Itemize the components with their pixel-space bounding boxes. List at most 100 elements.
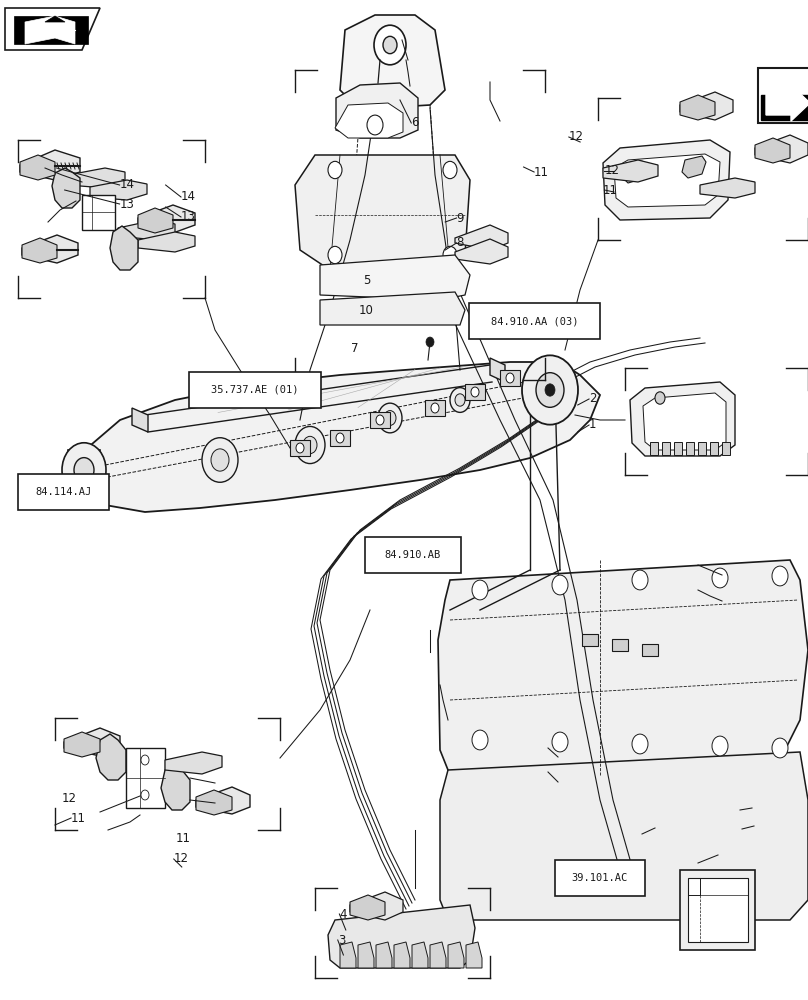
Text: 5: 5 bbox=[363, 273, 370, 286]
Text: 14: 14 bbox=[120, 178, 135, 192]
Polygon shape bbox=[376, 942, 392, 968]
Polygon shape bbox=[330, 430, 350, 446]
Circle shape bbox=[376, 415, 384, 425]
Text: 6: 6 bbox=[411, 116, 419, 129]
Text: 12: 12 bbox=[61, 792, 77, 806]
Polygon shape bbox=[710, 442, 718, 455]
Circle shape bbox=[295, 426, 325, 464]
Polygon shape bbox=[643, 393, 726, 450]
Circle shape bbox=[522, 355, 578, 425]
Polygon shape bbox=[394, 942, 410, 968]
Polygon shape bbox=[196, 790, 232, 815]
Circle shape bbox=[202, 438, 238, 482]
Polygon shape bbox=[686, 442, 694, 455]
Polygon shape bbox=[25, 16, 75, 44]
Polygon shape bbox=[132, 408, 148, 432]
Polygon shape bbox=[350, 892, 403, 920]
Text: 13: 13 bbox=[120, 198, 134, 211]
Polygon shape bbox=[662, 442, 670, 455]
Polygon shape bbox=[138, 208, 173, 233]
Text: 3: 3 bbox=[338, 934, 345, 946]
Polygon shape bbox=[320, 255, 470, 300]
Polygon shape bbox=[336, 83, 418, 138]
Polygon shape bbox=[465, 384, 485, 400]
Circle shape bbox=[472, 580, 488, 600]
Polygon shape bbox=[138, 232, 195, 252]
Polygon shape bbox=[52, 168, 80, 208]
Circle shape bbox=[472, 730, 488, 750]
Text: 12: 12 bbox=[604, 164, 620, 178]
FancyBboxPatch shape bbox=[365, 537, 461, 573]
Polygon shape bbox=[412, 942, 428, 968]
Circle shape bbox=[62, 443, 106, 497]
Text: 4: 4 bbox=[339, 908, 347, 920]
Polygon shape bbox=[165, 752, 222, 774]
Polygon shape bbox=[612, 639, 628, 651]
Polygon shape bbox=[340, 942, 356, 968]
Polygon shape bbox=[455, 225, 508, 250]
Polygon shape bbox=[64, 728, 120, 756]
Circle shape bbox=[378, 403, 402, 433]
Circle shape bbox=[211, 449, 229, 471]
Polygon shape bbox=[622, 161, 646, 183]
Polygon shape bbox=[425, 400, 445, 416]
Polygon shape bbox=[64, 732, 100, 757]
Circle shape bbox=[536, 373, 564, 407]
Circle shape bbox=[367, 115, 383, 135]
Text: 7: 7 bbox=[351, 342, 359, 355]
Polygon shape bbox=[500, 370, 520, 386]
Text: 10: 10 bbox=[359, 304, 373, 316]
Polygon shape bbox=[438, 560, 808, 775]
Polygon shape bbox=[295, 155, 470, 270]
Polygon shape bbox=[68, 450, 100, 490]
Polygon shape bbox=[761, 95, 808, 120]
Text: 12: 12 bbox=[174, 852, 189, 865]
Polygon shape bbox=[350, 895, 385, 920]
Polygon shape bbox=[582, 634, 598, 646]
Circle shape bbox=[443, 246, 457, 264]
Text: 8: 8 bbox=[457, 236, 464, 249]
Text: 11: 11 bbox=[603, 184, 618, 196]
Polygon shape bbox=[126, 748, 165, 808]
Circle shape bbox=[74, 458, 94, 482]
Polygon shape bbox=[448, 942, 464, 968]
Circle shape bbox=[328, 161, 342, 179]
Text: 1: 1 bbox=[589, 418, 596, 432]
Polygon shape bbox=[603, 140, 730, 220]
Polygon shape bbox=[674, 442, 682, 455]
Polygon shape bbox=[688, 878, 748, 942]
Polygon shape bbox=[118, 220, 175, 240]
Polygon shape bbox=[45, 16, 65, 22]
Polygon shape bbox=[455, 239, 508, 264]
Circle shape bbox=[296, 443, 304, 453]
Circle shape bbox=[712, 736, 728, 756]
FancyBboxPatch shape bbox=[469, 303, 600, 339]
Circle shape bbox=[552, 575, 568, 595]
Polygon shape bbox=[340, 15, 445, 108]
Circle shape bbox=[328, 246, 342, 264]
Polygon shape bbox=[5, 8, 100, 50]
Text: 11: 11 bbox=[176, 832, 191, 846]
Polygon shape bbox=[22, 235, 78, 263]
Circle shape bbox=[303, 436, 317, 454]
Text: 2: 2 bbox=[589, 392, 596, 406]
Polygon shape bbox=[466, 942, 482, 968]
Circle shape bbox=[384, 411, 396, 425]
Polygon shape bbox=[90, 180, 147, 200]
Polygon shape bbox=[96, 734, 126, 780]
Text: 9: 9 bbox=[457, 212, 464, 225]
Polygon shape bbox=[68, 168, 125, 188]
Polygon shape bbox=[680, 95, 715, 120]
Polygon shape bbox=[82, 195, 115, 230]
Polygon shape bbox=[358, 942, 374, 968]
Circle shape bbox=[552, 732, 568, 752]
Polygon shape bbox=[14, 16, 88, 44]
Polygon shape bbox=[328, 905, 475, 968]
Polygon shape bbox=[766, 85, 808, 121]
Polygon shape bbox=[614, 154, 720, 207]
Polygon shape bbox=[642, 644, 658, 656]
Circle shape bbox=[450, 388, 470, 412]
Circle shape bbox=[374, 25, 406, 65]
Text: 84.114.AJ: 84.114.AJ bbox=[36, 487, 91, 497]
Circle shape bbox=[772, 738, 788, 758]
